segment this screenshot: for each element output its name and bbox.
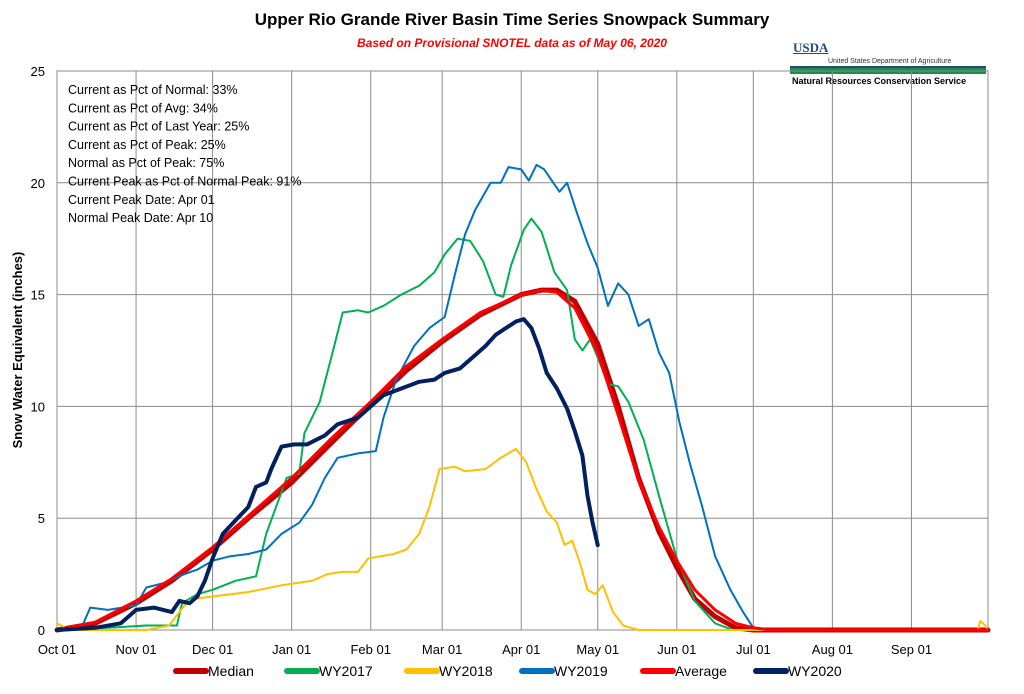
y-tick-label: 5 [38,511,45,526]
series-lines [54,163,991,633]
axes: Oct 01 Nov 01 Dec 01 Jan 01 Feb 01 Mar 01 Apr … [31,64,933,657]
x-tick-label: Mar 01 [422,642,462,657]
y-axis-label: Snow Water Equivalent (inches) [10,252,25,449]
grid [56,70,989,631]
x-tick-label: Jun 01 [657,642,696,657]
x-tick-label: Aug 01 [812,642,853,657]
x-tick-label: Jan 01 [272,642,311,657]
stat-line: Current Peak as Pct of Normal Peak: 91% [68,175,301,189]
y-tick-label: 10 [31,399,45,414]
stat-line: Normal as Pct of Peak: 75% [68,156,224,170]
stat-line: Current as Pct of Avg: 34% [68,101,218,115]
legend-label-wy2020: WY2020 [788,663,842,679]
x-tick-label: Jul 01 [736,642,771,657]
x-tick-label: Nov 01 [115,642,156,657]
legend-label-wy2017: WY2017 [319,663,373,679]
stats-box: Current as Pct of Normal: 33% Current as … [68,83,301,225]
stat-line: Normal Peak Date: Apr 10 [68,211,213,225]
y-tick-label: 15 [31,288,45,303]
y-tick-label: 0 [38,623,45,638]
stat-line: Current as Pct of Peak: 25% [68,138,226,152]
series-line-wy2019 [56,163,989,631]
series-line-median [54,287,991,633]
chart-subtitle: Based on Provisional SNOTEL data as of M… [357,36,667,50]
y-tick-label: 25 [31,64,45,79]
stat-line: Current as Pct of Last Year: 25% [68,120,249,134]
x-tick-label: Sep 01 [891,642,932,657]
stat-line: Current as Pct of Normal: 33% [68,83,238,97]
x-tick-label: May 01 [576,642,619,657]
series-line-average [55,288,990,632]
series-line-wy2020 [55,317,600,632]
x-tick-label: Feb 01 [350,642,390,657]
nrcs-text: Natural Resources Conservation Service [792,76,967,86]
x-tick-label: Apr 01 [502,642,540,657]
stat-line: Current Peak Date: Apr 01 [68,193,215,207]
series-line-wy2018 [56,447,989,631]
legend: Median WY2017 WY2018 WY2019 Average WY2020 [173,663,842,679]
plot-frame [56,70,989,631]
legend-label-average: Average [675,663,727,679]
usda-agency-text: United States Department of Agriculture [828,58,952,65]
legend-label-median: Median [208,663,254,679]
chart-title: Upper Rio Grande River Basin Time Series… [254,10,770,29]
y-tick-label: 20 [31,176,45,191]
x-tick-label: Dec 01 [192,642,233,657]
legend-label-wy2019: WY2019 [554,663,608,679]
legend-label-wy2018: WY2018 [439,663,493,679]
series-line-wy2017 [56,217,989,631]
logo-divider [790,66,986,68]
x-tick-label: Oct 01 [38,642,76,657]
usda-logo: USDA [793,40,829,55]
